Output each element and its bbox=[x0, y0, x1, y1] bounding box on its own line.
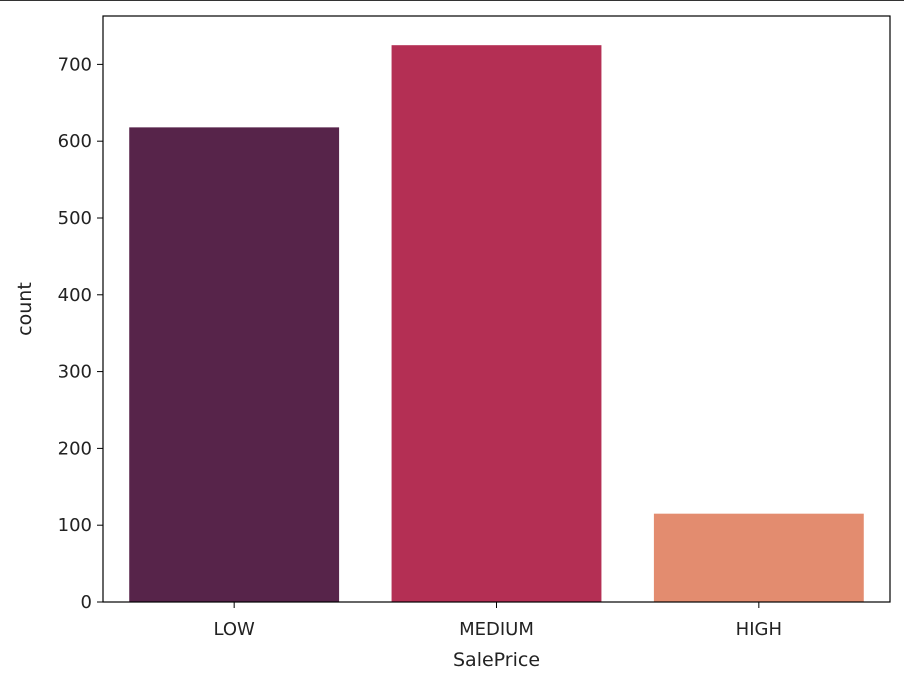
x-tick-label-medium: MEDIUM bbox=[459, 619, 534, 640]
y-tick-label: 100 bbox=[58, 515, 92, 536]
plot-frame bbox=[102, 15, 891, 603]
y-axis: 0 100 200 300 400 500 600 700 bbox=[58, 54, 103, 613]
x-tick-label-high: HIGH bbox=[736, 619, 782, 640]
x-tick-label-low: LOW bbox=[213, 619, 255, 640]
top-border bbox=[0, 0, 904, 1]
x-axis: LOW MEDIUM HIGH bbox=[213, 602, 782, 640]
bar-high bbox=[653, 513, 864, 602]
y-tick-label: 300 bbox=[58, 362, 92, 383]
x-axis-label: SalePrice bbox=[453, 649, 540, 671]
bar-low bbox=[129, 127, 340, 602]
y-tick-label: 700 bbox=[58, 54, 92, 75]
y-tick-label: 400 bbox=[58, 285, 92, 306]
bar-medium bbox=[391, 45, 602, 602]
y-tick-label: 200 bbox=[58, 438, 92, 459]
y-axis-label: count bbox=[14, 282, 36, 336]
bars-group bbox=[129, 45, 864, 602]
y-tick-label: 500 bbox=[58, 208, 92, 229]
y-tick-label: 600 bbox=[58, 131, 92, 152]
y-tick-label: 0 bbox=[81, 592, 92, 613]
